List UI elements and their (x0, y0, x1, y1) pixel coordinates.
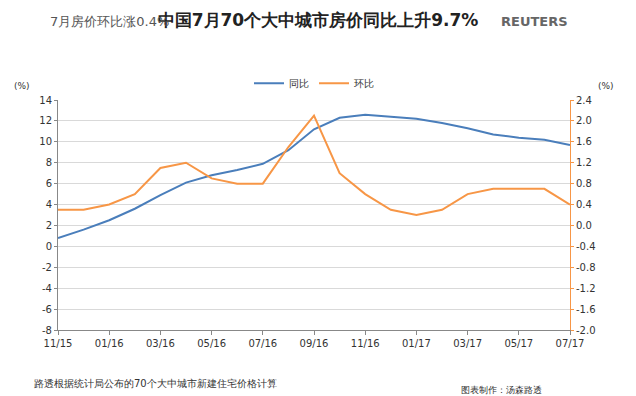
svg-text:0.8: 0.8 (576, 178, 592, 189)
svg-text:11/15: 11/15 (44, 338, 73, 349)
svg-text:-6: -6 (42, 304, 52, 315)
svg-text:0.4: 0.4 (576, 199, 592, 210)
svg-text:07/17: 07/17 (556, 338, 585, 349)
svg-text:05/17: 05/17 (504, 338, 533, 349)
svg-text:路透根据统计局公布的70个大中城市新建住宅价格计算: 路透根据统计局公布的70个大中城市新建住宅价格计算 (34, 378, 277, 389)
svg-text:10: 10 (39, 136, 52, 147)
svg-text:7月房价环比涨0.4%: 7月房价环比涨0.4% (50, 14, 169, 29)
svg-text:-0.4: -0.4 (576, 241, 596, 252)
svg-text:(%): (%) (14, 81, 30, 91)
svg-text:环比: 环比 (354, 78, 374, 89)
svg-text:1.6: 1.6 (576, 136, 592, 147)
svg-text:-2.0: -2.0 (576, 325, 596, 336)
svg-text:图表制作：汤森路透: 图表制作：汤森路透 (461, 385, 542, 395)
svg-text:-0.8: -0.8 (576, 262, 596, 273)
svg-text:-1.6: -1.6 (576, 304, 596, 315)
svg-text:03/17: 03/17 (453, 338, 482, 349)
svg-text:01/16: 01/16 (95, 338, 124, 349)
svg-text:03/16: 03/16 (146, 338, 175, 349)
svg-text:中国7月70个大中城市房价同比上升9.7%: 中国7月70个大中城市房价同比上升9.7% (158, 10, 479, 30)
svg-text:(%): (%) (598, 81, 614, 91)
svg-text:6: 6 (46, 178, 52, 189)
svg-text:14: 14 (39, 95, 52, 106)
svg-text:0: 0 (46, 241, 52, 252)
svg-text:05/16: 05/16 (197, 338, 226, 349)
svg-text:2: 2 (46, 220, 52, 231)
svg-text:8: 8 (46, 157, 52, 168)
svg-text:-1.2: -1.2 (576, 283, 596, 294)
svg-text:-4: -4 (42, 283, 52, 294)
svg-text:2.0: 2.0 (576, 115, 592, 126)
svg-text:同比: 同比 (289, 78, 309, 89)
svg-text:4: 4 (46, 199, 52, 210)
svg-text:09/16: 09/16 (300, 338, 329, 349)
svg-text:11/16: 11/16 (351, 338, 380, 349)
svg-text:12: 12 (39, 115, 52, 126)
svg-text:-8: -8 (42, 325, 52, 336)
svg-text:07/16: 07/16 (248, 338, 277, 349)
svg-text:0.0: 0.0 (576, 220, 592, 231)
svg-text:2.4: 2.4 (576, 95, 592, 106)
svg-text:1.2: 1.2 (576, 157, 592, 168)
svg-text:-2: -2 (42, 262, 52, 273)
svg-text:REUTERS: REUTERS (501, 14, 568, 29)
svg-text:01/17: 01/17 (402, 338, 431, 349)
